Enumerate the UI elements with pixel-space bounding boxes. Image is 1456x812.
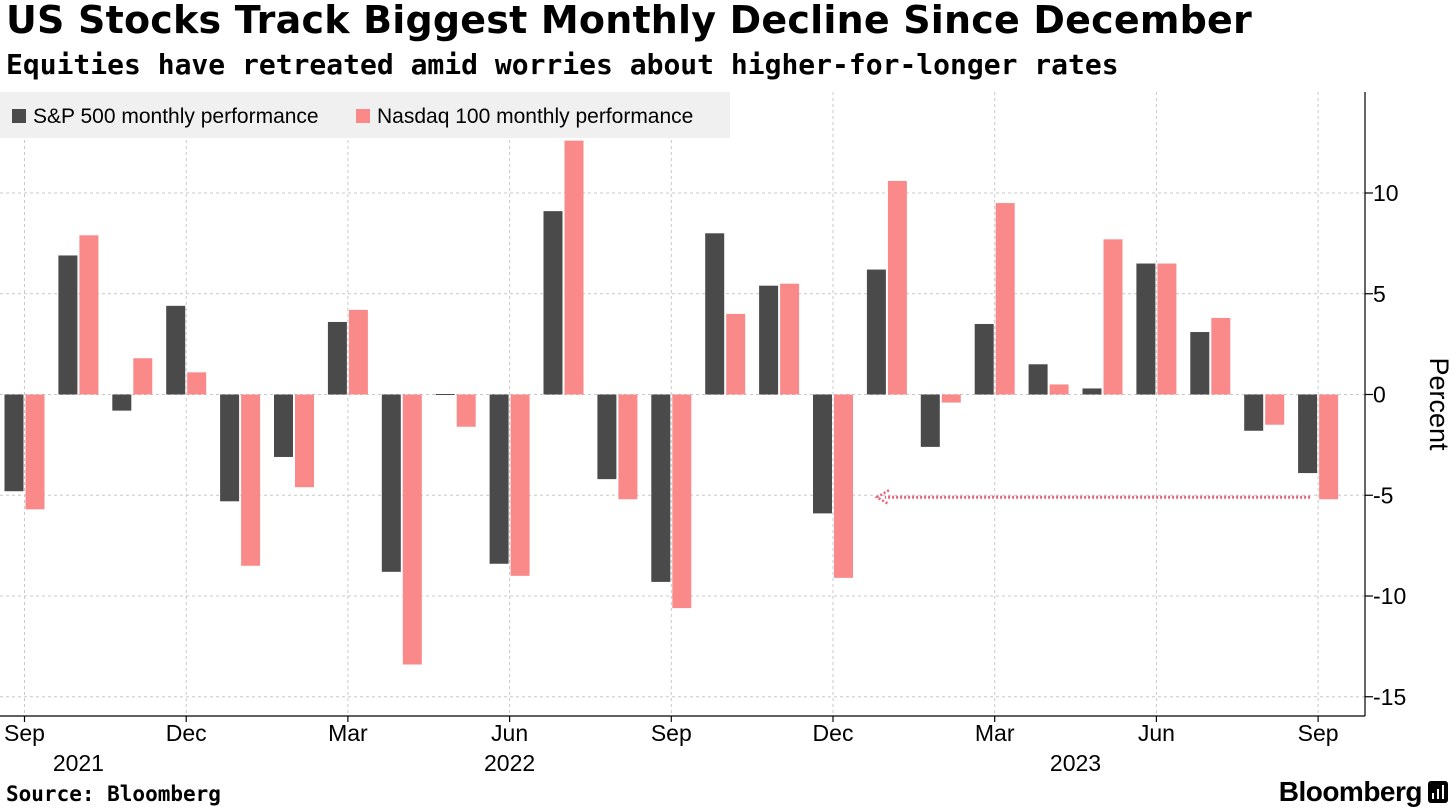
sp500-bar [813,394,832,514]
sp500-bar [597,394,617,480]
sp500-bar [1244,394,1264,431]
nasdaq100-bar [456,394,476,427]
sp500-bar [381,394,401,572]
nasdaq100-bar [1049,384,1069,395]
nasdaq100-bar [348,309,368,395]
nasdaq100-bar [941,394,961,403]
y-tick-label: -5 [1373,482,1393,508]
x-tick-label: Dec [166,720,207,746]
x-tick-label: Sep [651,720,692,746]
nasdaq100-bar [672,394,692,609]
nasdaq100-bar [780,283,800,395]
y-axis-title: Percent [1424,357,1454,451]
x-tick-label: Sep [4,720,45,746]
nasdaq100-bar [1157,263,1177,395]
y-tick-label: 10 [1373,180,1399,206]
sp500-bar [274,394,293,457]
x-year-label: 2021 [53,750,104,776]
sp500-bar [1190,332,1210,395]
sp500-bar [543,211,563,395]
sp500-bar [4,394,24,492]
bars-layer [4,140,1339,665]
nasdaq100-bar [25,394,45,510]
y-tick-label: 5 [1373,281,1386,307]
nasdaq100-bar [995,203,1015,395]
x-tick-label: Sep [1298,720,1339,746]
nasdaq100-bar [187,372,207,395]
sp500-bar [1082,388,1102,395]
brand-logo: Bloomberg [1279,776,1448,808]
nasdaq100-bar [726,313,746,395]
sp500-bar [435,394,455,395]
sp500-bar [1028,364,1048,395]
x-tick-label: Mar [328,720,368,746]
x-tick-label: Dec [813,720,854,746]
legend-label: Nasdaq 100 monthly performance [377,105,693,128]
sp500-bar [220,394,240,502]
sp500-bar [920,394,940,447]
bloomberg-terminal-icon [1428,781,1448,803]
nasdaq100-bar [834,394,853,578]
nasdaq100-bar [887,180,907,395]
chart-subtitle: Equities have retreated amid worries abo… [6,48,1119,81]
nasdaq100-bar [1211,317,1231,395]
sp500-bar [974,323,994,395]
x-year-label: 2022 [484,750,535,776]
y-tick-label: 0 [1373,382,1386,408]
nasdaq100-bar [510,394,530,576]
nasdaq100-bar [241,394,261,566]
sp500-bar [651,394,671,582]
axis-layer: 10 5 0 -5 -10 -15 Sep Dec Mar Jun Sep Dec Mar Jun Sep 2… [0,92,1454,776]
annotation-arrow-head [874,489,890,506]
sp500-bar [759,285,779,395]
sp500-bar [1298,394,1318,474]
y-tick-label: -15 [1373,684,1406,710]
legend: S&P 500 monthly performance Nasdaq 100 mo… [0,92,730,138]
x-tick-label: Jun [491,720,528,746]
nasdaq100-bar [133,358,153,395]
nasdaq100-bar [402,394,422,665]
x-tick-label: Mar [975,720,1015,746]
legend-swatch [356,109,370,123]
nasdaq100-bar [564,140,584,395]
chart-title: US Stocks Track Biggest Monthly Decline … [6,0,1252,42]
x-year-label: 2023 [1050,750,1101,776]
sp500-bar [705,233,725,395]
sp500-bar [489,394,509,564]
source-note: Source: Bloomberg [6,782,221,806]
annotation-layer [874,489,1311,506]
sp500-bar [1136,263,1156,395]
nasdaq100-bar [1265,394,1285,425]
sp500-bar [58,255,78,395]
y-tick-label: -10 [1373,583,1406,609]
brand-name: Bloomberg [1278,776,1423,807]
sp500-bar [112,394,132,411]
x-tick-label: Jun [1138,720,1175,746]
nasdaq100-bar [1103,239,1123,395]
legend-swatch [12,109,26,123]
legend-label: S&P 500 monthly performance [33,105,319,128]
nasdaq100-bar [79,235,99,395]
nasdaq100-bar [1319,394,1339,500]
nasdaq100-bar [618,394,638,500]
sp500-bar [166,305,186,395]
nasdaq100-bar [295,394,314,488]
grid-layer [0,92,1365,716]
sp500-bar [866,269,886,395]
sp500-bar [327,321,347,395]
